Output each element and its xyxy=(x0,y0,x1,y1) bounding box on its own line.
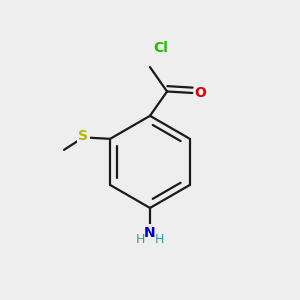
Text: N: N xyxy=(144,226,156,240)
Text: H: H xyxy=(155,233,164,246)
Text: H: H xyxy=(136,233,145,246)
Text: Cl: Cl xyxy=(153,41,168,56)
Text: S: S xyxy=(78,129,88,143)
Text: O: O xyxy=(195,86,207,100)
